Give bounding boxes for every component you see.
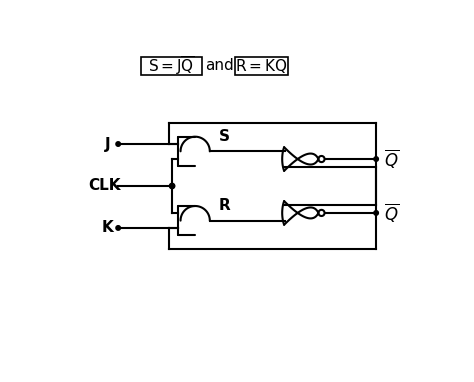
Text: $\overline{Q}$: $\overline{Q}$ — [384, 147, 399, 170]
Text: R: R — [219, 198, 231, 213]
Circle shape — [169, 183, 175, 189]
Text: $\mathregular{R = KQ}$: $\mathregular{R = KQ}$ — [235, 57, 288, 75]
FancyBboxPatch shape — [140, 57, 202, 75]
Text: CLK: CLK — [88, 178, 120, 193]
Text: and: and — [205, 58, 234, 73]
FancyBboxPatch shape — [235, 57, 288, 75]
Text: S: S — [219, 129, 230, 144]
Text: $\mathregular{S = J\overline{Q}}$: $\mathregular{S = J\overline{Q}}$ — [148, 55, 195, 77]
Text: K: K — [101, 220, 113, 235]
Text: $\overline{Q}$: $\overline{Q}$ — [384, 201, 399, 224]
Text: J: J — [105, 136, 110, 152]
